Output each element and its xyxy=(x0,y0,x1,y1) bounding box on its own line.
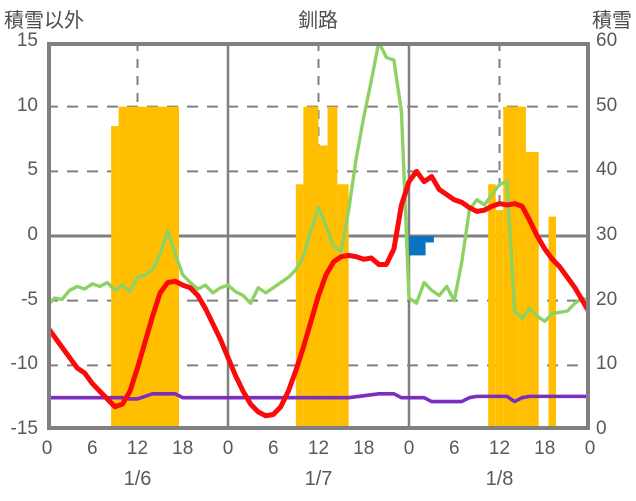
green-data-line xyxy=(47,42,590,324)
right-axis-tick-label: 10 xyxy=(596,353,618,375)
plot-area xyxy=(47,42,590,430)
snow-depth-bar xyxy=(310,106,319,430)
x-axis-tick-label: 6 xyxy=(448,438,460,459)
snow-depth-bar xyxy=(495,210,504,430)
purple-data-line xyxy=(47,391,590,404)
left-axis-tick-label: 0 xyxy=(27,224,38,245)
x-axis-tick-label: 18 xyxy=(172,438,194,459)
x-axis-tick-label: 0 xyxy=(403,438,415,459)
red-data-line xyxy=(47,168,590,419)
x-axis-day-label: 1/8 xyxy=(485,468,514,490)
left-axis-tick-label: 15 xyxy=(16,30,38,51)
left-axis-tick-label: -5 xyxy=(21,288,38,310)
right-axis-tick-label: 20 xyxy=(596,288,618,310)
x-axis-tick-label: 0 xyxy=(222,438,234,459)
right-axis-title: 積雪 xyxy=(592,10,632,32)
snow-depth-bar xyxy=(303,106,311,430)
left-axis-tick-label: 10 xyxy=(16,94,38,116)
right-axis-tick-label: 60 xyxy=(596,30,618,51)
snow-depth-bar xyxy=(533,151,539,430)
snow-depth-bar xyxy=(548,216,557,430)
snow-depth-bar xyxy=(295,184,304,430)
plot-canvas xyxy=(47,42,590,430)
x-axis-tick-label: 18 xyxy=(353,438,375,459)
x-axis-tick-label: 18 xyxy=(534,438,556,459)
snow-depth-bar xyxy=(337,184,349,430)
x-axis-tick-label: 6 xyxy=(267,438,279,459)
snow-decrease-bar xyxy=(425,236,434,243)
snow-depth-bar xyxy=(518,106,526,430)
snow-depth-bar xyxy=(488,184,496,430)
left-axis-tick-label: -10 xyxy=(10,353,38,375)
x-axis-tick-label: 0 xyxy=(41,438,53,459)
x-axis-day-label: 1/7 xyxy=(304,468,333,490)
x-axis-day-label: 1/6 xyxy=(123,468,152,490)
x-axis-tick-label: 12 xyxy=(488,438,511,459)
x-axis-tick-label: 12 xyxy=(307,438,330,459)
snow-depth-bar xyxy=(111,126,119,430)
right-axis-tick-label: 50 xyxy=(596,94,618,116)
snow-depth-bar xyxy=(525,151,534,430)
snow-decrease-bar xyxy=(409,236,426,256)
right-axis-tick-label: 30 xyxy=(596,224,618,245)
right-axis-tick-label: 40 xyxy=(596,159,618,181)
left-axis-title: 積雪以外 xyxy=(4,10,84,32)
plot-border xyxy=(47,42,590,430)
page-title: 釧路 xyxy=(298,10,338,32)
right-axis-tick-label: 0 xyxy=(596,418,607,439)
x-axis-tick-label: 12 xyxy=(126,438,149,459)
plot-frame xyxy=(47,42,590,430)
snow-depth-bar xyxy=(118,106,179,430)
x-axis-tick-label: 0 xyxy=(584,438,596,459)
data-lines xyxy=(47,42,590,419)
left-axis-tick-label: 5 xyxy=(27,159,38,181)
snow-depth-bars xyxy=(111,106,557,430)
left-axis-tick-label: -15 xyxy=(10,418,38,439)
x-axis-tick-label: 6 xyxy=(86,438,98,459)
